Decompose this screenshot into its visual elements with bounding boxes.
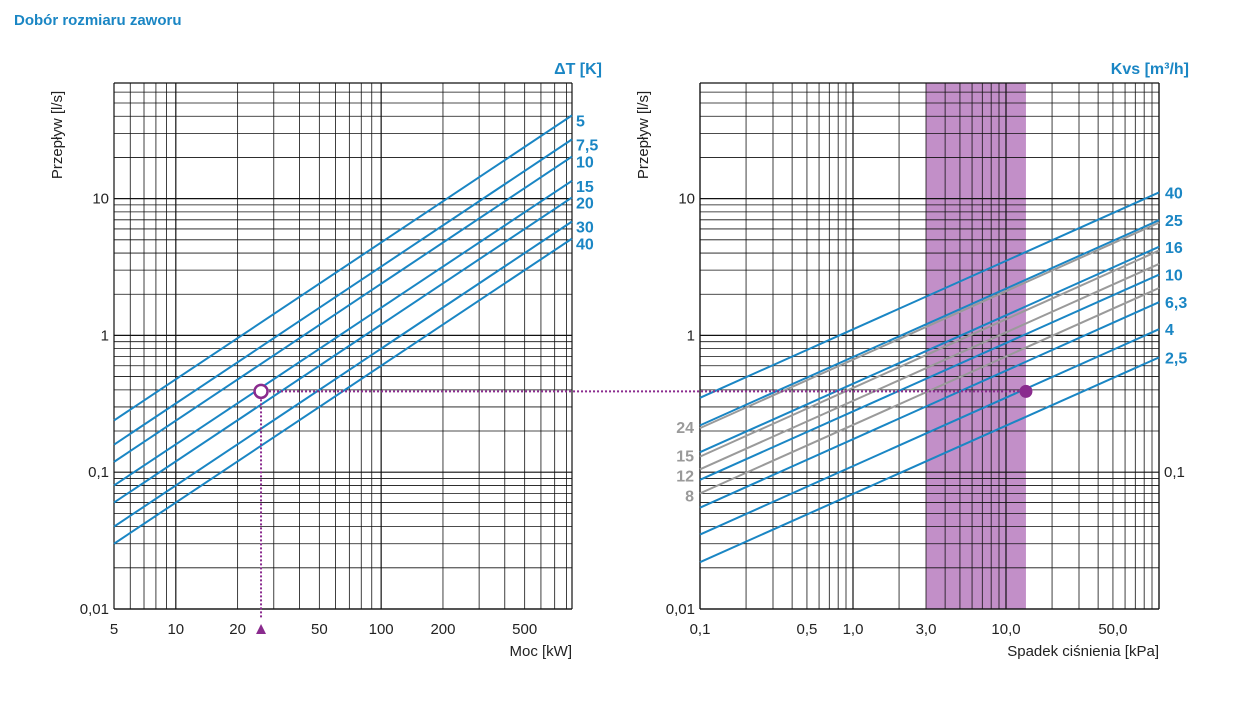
left-y-tick-label: 1 [101,327,109,344]
left-x-tick-label: 20 [229,621,246,638]
left-series-line [113,220,573,528]
right-x-tick-label: 50,0 [1098,621,1127,638]
left-series-line [113,179,573,487]
left-x-tick-label: 10 [167,621,184,638]
right-series-line-blue [699,219,1160,427]
right-gray-series-label: 8 [685,489,694,506]
right-y-tick-label: 1 [687,327,695,344]
right-y-tick-label: 10 [678,191,695,208]
left-series-label: 7,5 [576,137,598,154]
left-x-tick-label: 500 [512,621,537,638]
right-series-line-gray [699,221,1160,430]
left-x-tick-label: 100 [369,621,394,638]
right-x-tick-label: 10,0 [991,621,1020,638]
right-x-axis-label: Spadek ciśnienia [kPa] [1007,643,1159,660]
right-gray-series-label: 24 [676,420,694,437]
page-title: Dobór rozmiaru zaworu [14,12,182,29]
right-series-label: 4 [1165,322,1174,339]
right-series-label: 25 [1165,213,1183,230]
right-series-line-gray [699,249,1160,458]
left-x-tick-label: 5 [110,621,118,638]
left-series-label: 5 [576,113,585,130]
left-legend-title: ΔT [K] [554,61,602,78]
right-series-line-blue [699,356,1160,564]
left-y-axis-label: Przepływ [l/s] [49,91,66,179]
right-series-line-blue [699,301,1160,509]
pressure-drop-marker [1019,384,1033,398]
series-layer [113,114,1160,564]
left-series-line [113,155,573,463]
right-x-tick-label: 0,1 [690,621,711,638]
left-x-axis-label: Moc [kW] [510,643,573,660]
left-series-label: 15 [576,179,594,196]
right-legend-title: Kvs [m³/h] [1111,61,1189,78]
right-y-tick-label: 0,01 [666,601,695,618]
right-x-tick-label: 1,0 [843,621,864,638]
left-y-tick-label: 0,01 [80,601,109,618]
right-series-label: 40 [1165,185,1183,202]
annotation-layer: ▲ [253,383,1033,638]
left-series-label: 20 [576,195,594,212]
right-x-tick-label: 3,0 [916,621,937,638]
left-series-line [113,196,573,504]
left-series-line [113,138,573,446]
right-series-line-blue [699,273,1160,481]
right-series-line-blue [699,191,1160,399]
right-gray-series-label: 15 [676,449,694,466]
right-series-label: 2,5 [1165,350,1187,367]
left-series-label: 30 [576,220,594,237]
operating-point-marker [253,383,269,400]
right-y2-tick-label: 0,1 [1164,464,1185,481]
right-gray-series-label: 12 [676,469,694,486]
right-x-tick-label: 0,5 [797,621,818,638]
left-y-tick-label: 0,1 [88,464,109,481]
right-series-line-blue [699,328,1160,536]
left-series-label: 10 [576,155,594,172]
right-y-axis-label: Przepływ [l/s] [635,91,652,179]
left-series-label: 40 [576,237,594,254]
left-x-tick-label: 200 [430,621,455,638]
left-y-tick-label: 10 [92,191,109,208]
right-series-label: 10 [1165,268,1183,285]
left-series-line [113,114,573,422]
right-series-label: 16 [1165,240,1183,257]
left-x-tick-label: 50 [311,621,328,638]
right-series-line-gray [699,263,1160,471]
power-input-arrow: ▲ [253,619,270,638]
right-series-label: 6,3 [1165,295,1187,312]
right-series-line-blue [699,245,1160,454]
